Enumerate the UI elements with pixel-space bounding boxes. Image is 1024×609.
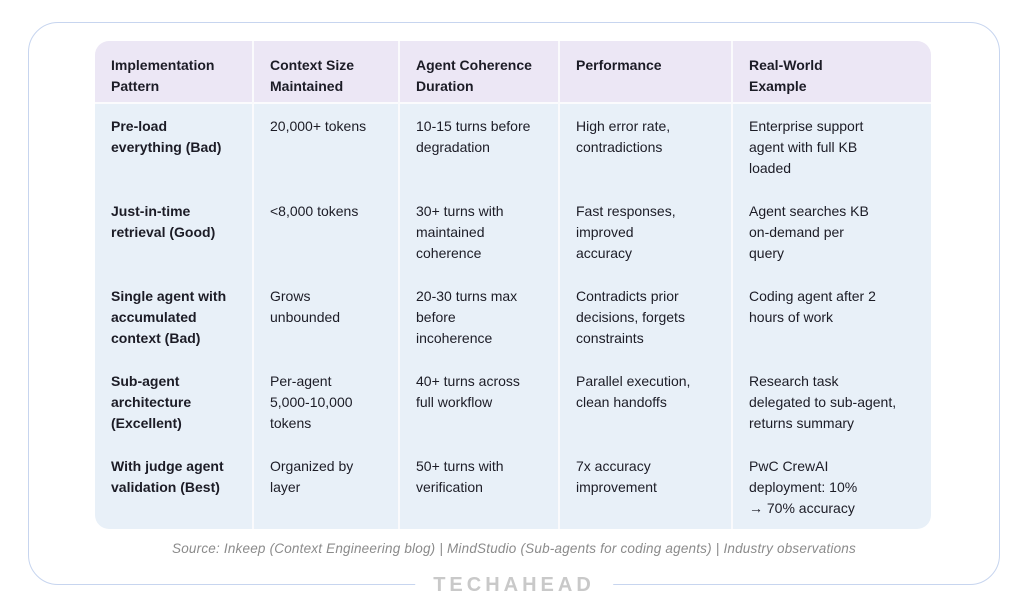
table-cell-context-size: 20,000+ tokens	[252, 104, 398, 189]
table-cell-pattern: Just-in-time retrieval (Good)	[95, 189, 252, 274]
table-cell-coherence: 10-15 turns before degradation	[398, 104, 558, 189]
column-header-implementation-pattern: Implementation Pattern	[95, 41, 252, 104]
table-cell-example: Enterprise support agent with full KB lo…	[731, 104, 931, 189]
table-cell-context-size: Organized by layer	[252, 444, 398, 529]
table-cell-context-size: Grows unbounded	[252, 274, 398, 359]
table-cell-pattern: With judge agent validation (Best)	[95, 444, 252, 529]
table-grid: Implementation Pattern Context Size Main…	[95, 41, 931, 529]
table-cell-coherence: 30+ turns with maintained coherence	[398, 189, 558, 274]
table-cell-coherence: 20-30 turns max before incoherence	[398, 274, 558, 359]
table-cell-example: Agent searches KB on-demand per query	[731, 189, 931, 274]
table-card: Implementation Pattern Context Size Main…	[28, 22, 1000, 597]
table-cell-coherence: 50+ turns with verification	[398, 444, 558, 529]
table-cell-example: PwC CrewAI deployment: 10% → 70% accurac…	[731, 444, 931, 529]
table-cell-pattern: Pre-load everything (Bad)	[95, 104, 252, 189]
table-cell-performance: Contradicts prior decisions, forgets con…	[558, 274, 731, 359]
table-cell-context-size: Per-agent 5,000-10,000 tokens	[252, 359, 398, 444]
table-cell-coherence: 40+ turns across full workflow	[398, 359, 558, 444]
table-cell-performance: Fast responses, improved accuracy	[558, 189, 731, 274]
column-header-performance: Performance	[558, 41, 731, 104]
table-cell-performance: High error rate, contradictions	[558, 104, 731, 189]
table-cell-performance: Parallel execution, clean handoffs	[558, 359, 731, 444]
column-header-coherence-duration: Agent Coherence Duration	[398, 41, 558, 104]
table-cell-performance: 7x accuracy improvement	[558, 444, 731, 529]
techahead-logo: TECHAHEAD	[415, 574, 613, 597]
table-cell-example: Research task delegated to sub-agent, re…	[731, 359, 931, 444]
table-cell-pattern: Sub-agent architecture (Excellent)	[95, 359, 252, 444]
column-header-real-world-example: Real-World Example	[731, 41, 931, 104]
comparison-table: Implementation Pattern Context Size Main…	[95, 41, 931, 529]
table-cell-pattern: Single agent with accumulated context (B…	[95, 274, 252, 359]
source-attribution: Source: Inkeep (Context Engineering blog…	[172, 541, 856, 556]
column-header-context-size: Context Size Maintained	[252, 41, 398, 104]
table-cell-example: Coding agent after 2 hours of work	[731, 274, 931, 359]
table-cell-context-size: <8,000 tokens	[252, 189, 398, 274]
